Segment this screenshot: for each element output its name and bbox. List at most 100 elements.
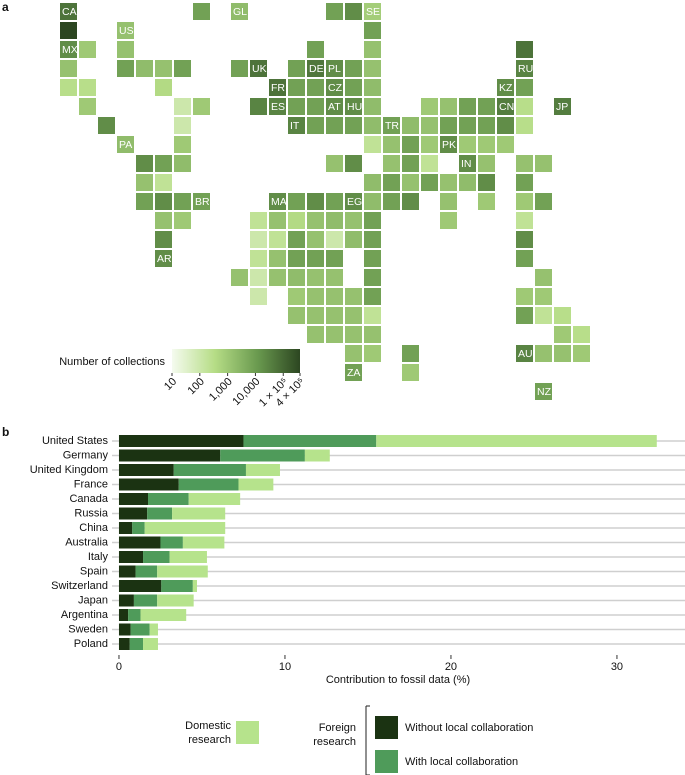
tile [60,41,77,58]
tile [288,288,305,305]
bar [147,507,173,520]
tile [307,98,324,115]
tile [364,193,381,210]
tile [440,193,457,210]
y-tick-label: China [79,522,109,534]
tile [288,231,305,248]
colorbar [172,349,300,373]
tile [250,250,267,267]
panel-label: b [2,425,9,439]
tile-label: EG [347,196,362,208]
tile [117,41,134,58]
tile [497,117,514,134]
colorbar-title: Number of collections [59,356,165,368]
tile [345,345,362,362]
tile [307,79,324,96]
tile [155,79,172,96]
tile [155,231,172,248]
tile-label: AT [328,101,341,113]
tile [136,174,153,191]
tile [364,288,381,305]
tile [535,155,552,172]
tile-label: PA [119,139,132,151]
tile [573,345,590,362]
tile [155,155,172,172]
bar [140,609,187,621]
tile-label: PK [442,139,456,151]
tile [98,117,115,134]
y-tick-label: Poland [74,638,108,650]
tile [136,60,153,77]
tile [307,41,324,58]
tile [174,193,191,210]
legend-group-label: Foreign research [313,722,356,748]
tile [535,383,552,400]
tile [516,193,533,210]
tile [307,117,324,134]
tile [440,212,457,229]
bar [118,478,179,491]
tile [250,288,267,305]
x-tick-label: 0 [116,661,122,673]
tile [421,98,438,115]
tile [440,136,457,153]
tile [269,269,286,286]
tile [364,136,381,153]
tile [155,60,172,77]
tile [117,60,134,77]
tile [516,155,533,172]
x-tick-label: 10 [279,661,291,673]
y-tick-label: Switzerland [51,580,108,592]
tile [440,117,457,134]
tile [345,231,362,248]
tile [250,212,267,229]
bar [143,551,170,563]
bar [169,551,207,563]
tile [402,364,419,381]
tile-label: ES [271,101,285,113]
tile [326,3,343,20]
tile [250,231,267,248]
tile [326,155,343,172]
tile [459,117,476,134]
tile [497,79,514,96]
tile [307,326,324,343]
tile [174,60,191,77]
tile [345,98,362,115]
y-tick-label: Spain [80,565,108,577]
tile [364,22,381,39]
bar [157,565,208,578]
tile [478,193,495,210]
tile [288,98,305,115]
tile [554,326,571,343]
tile [345,212,362,229]
tile [516,117,533,134]
tile [231,60,248,77]
tile [288,250,305,267]
tile [174,117,191,134]
bar [118,551,144,563]
tile [269,98,286,115]
tile [402,117,419,134]
tile-label: JP [556,101,568,113]
tile [79,79,96,96]
tile [535,307,552,324]
tile [250,98,267,115]
tile [421,155,438,172]
y-tick-label: Germany [63,449,109,461]
tile-label: ZA [347,367,360,379]
tile [402,345,419,362]
bar [160,536,183,549]
bar [144,522,226,534]
y-tick-label: Australia [65,536,109,548]
tile [516,60,533,77]
tile [364,174,381,191]
tile [326,326,343,343]
legend-swatch [375,750,398,773]
tile-label: CN [499,101,514,113]
tile [326,60,343,77]
tile-label: SE [366,6,380,18]
bar [238,478,274,491]
